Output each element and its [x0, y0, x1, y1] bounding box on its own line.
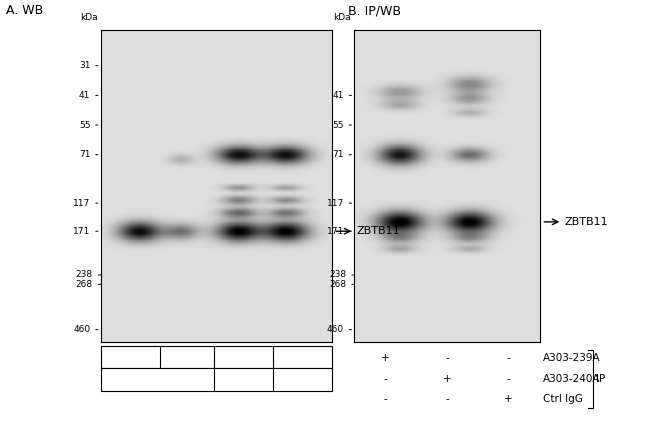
- Text: 171: 171: [326, 227, 344, 236]
- Text: 31: 31: [79, 61, 90, 70]
- Text: 117: 117: [73, 198, 90, 208]
- Text: 50: 50: [124, 352, 136, 362]
- Text: 460: 460: [327, 325, 344, 334]
- Text: 117: 117: [326, 198, 344, 208]
- Text: -: -: [384, 374, 387, 384]
- Text: 460: 460: [73, 325, 90, 334]
- Text: 238: 238: [76, 270, 93, 280]
- Text: +: +: [381, 353, 389, 363]
- Text: 41: 41: [333, 91, 344, 100]
- Text: +: +: [443, 374, 451, 384]
- Text: +: +: [504, 394, 513, 404]
- Text: kDa: kDa: [333, 13, 351, 22]
- Text: 268: 268: [330, 280, 346, 289]
- Bar: [101, 346, 332, 368]
- Bar: [101, 368, 332, 391]
- Text: A303-240A: A303-240A: [543, 374, 600, 384]
- Text: 15: 15: [180, 352, 193, 362]
- Text: -: -: [445, 394, 448, 404]
- Text: A. WB: A. WB: [6, 4, 44, 17]
- Text: -: -: [445, 353, 448, 363]
- Text: 55: 55: [79, 121, 90, 130]
- Text: IP: IP: [596, 374, 605, 384]
- Text: 55: 55: [332, 121, 344, 130]
- Text: T: T: [240, 374, 246, 384]
- Text: ZBTB11: ZBTB11: [564, 217, 608, 227]
- Text: 50: 50: [296, 352, 309, 362]
- Text: J: J: [300, 374, 304, 384]
- Text: -: -: [507, 353, 510, 363]
- Text: HeLa: HeLa: [144, 374, 170, 384]
- Text: 71: 71: [332, 150, 344, 159]
- Text: 50: 50: [237, 352, 250, 362]
- Text: A303-239A: A303-239A: [543, 353, 601, 363]
- Text: 41: 41: [79, 91, 90, 100]
- Text: 71: 71: [79, 150, 90, 159]
- Text: -: -: [384, 394, 387, 404]
- Text: 238: 238: [330, 270, 346, 280]
- Text: B. IP/WB: B. IP/WB: [348, 4, 401, 17]
- Text: 268: 268: [76, 280, 93, 289]
- Text: ZBTB11: ZBTB11: [356, 226, 400, 236]
- Text: kDa: kDa: [80, 13, 98, 22]
- Text: Ctrl IgG: Ctrl IgG: [543, 394, 582, 404]
- Text: -: -: [507, 374, 510, 384]
- Text: 171: 171: [73, 227, 90, 236]
